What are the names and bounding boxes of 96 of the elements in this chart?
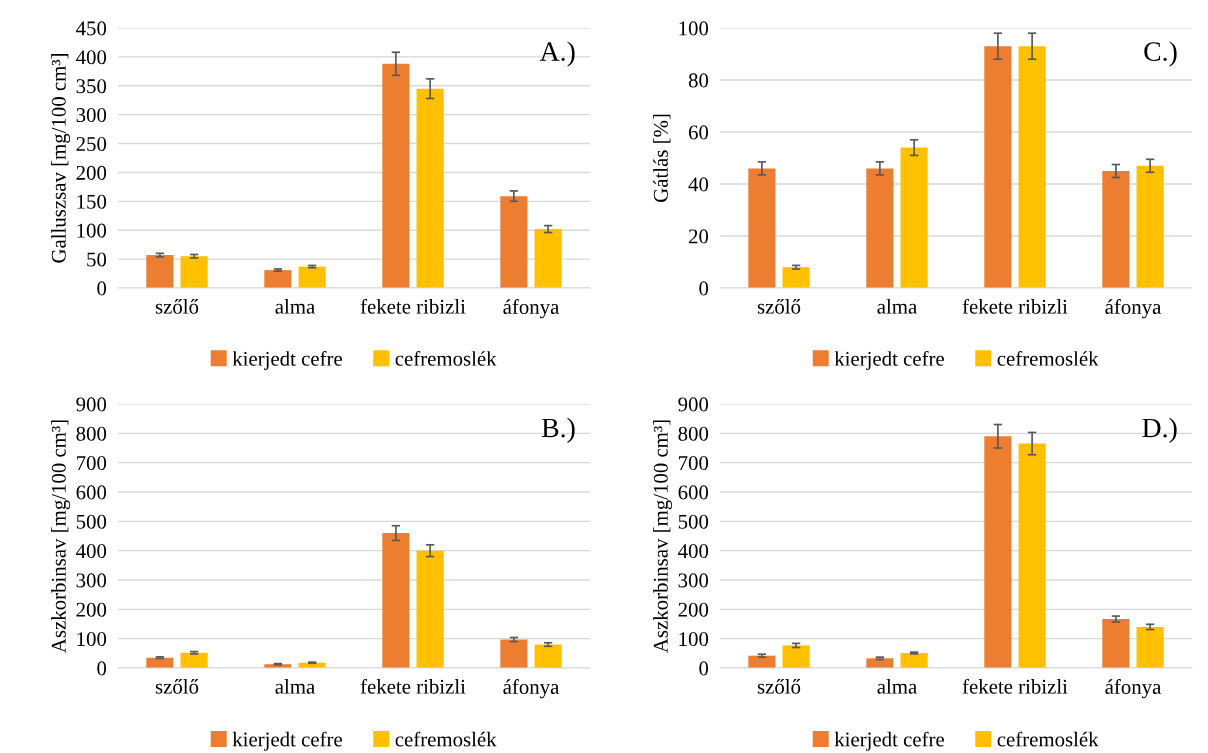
x-tick-label: fekete ribizli	[962, 298, 1068, 314]
x-tick-label: áfonya	[1105, 679, 1162, 699]
bar	[416, 88, 444, 288]
legend-label: kierjedt cefre	[232, 350, 342, 371]
y-tick-label: 150	[77, 194, 107, 209]
y-tick-label: 500	[678, 514, 709, 529]
y-tick-label: 100	[679, 632, 709, 647]
y-tick-label: 800	[76, 426, 107, 441]
bar	[500, 639, 528, 668]
y-tick-label: 400	[678, 544, 709, 559]
y-tick-label: 250	[76, 136, 107, 151]
legend-label: kierjedt cefre	[834, 731, 944, 751]
y-axis-title: Aszkorbinsav [mg/100 cm³]	[51, 420, 71, 653]
y-tick-label: 700	[77, 456, 107, 471]
bar	[1018, 443, 1046, 668]
y-tick-label: 60	[688, 125, 709, 140]
x-tick-label: áfonya	[503, 299, 560, 319]
x-tick-label: alma	[275, 299, 315, 314]
y-axis-title: Aszkorbinsav [mg/100 cm³]	[653, 420, 673, 653]
y-tick-label: 80	[688, 73, 709, 88]
legend-label: kierjedt cefre	[232, 731, 342, 751]
x-tick-label: fekete ribizli	[360, 298, 466, 314]
y-tick-label: 400	[76, 544, 107, 559]
annotation: C.)	[1144, 41, 1177, 67]
bar	[1102, 619, 1130, 668]
y-axis-title: Galluszsav [mg/100 cm³]	[51, 54, 71, 263]
legend-label: cefremoslék	[997, 350, 1099, 366]
y-tick-label: 450	[76, 21, 107, 36]
bar	[416, 550, 444, 668]
bar	[1136, 165, 1164, 288]
y-tick-label: 50	[87, 252, 107, 267]
y-tick-label: 100	[679, 21, 709, 36]
x-tick-label: szőlő	[155, 299, 199, 314]
y-tick-label: 800	[678, 426, 709, 441]
x-tick-label: alma	[275, 679, 315, 694]
bar	[866, 658, 894, 668]
y-tick-label: 40	[688, 177, 709, 192]
y-tick-label: 0	[97, 281, 107, 296]
y-tick-label: 200	[76, 165, 107, 180]
y-tick-label: 100	[77, 223, 107, 238]
bar	[180, 256, 208, 288]
x-tick-label: áfonya	[1105, 299, 1162, 319]
y-tick-label: 400	[76, 50, 107, 65]
y-tick-label: 350	[76, 79, 107, 94]
bar	[534, 644, 562, 668]
y-tick-label: 0	[97, 661, 107, 676]
bar	[1102, 171, 1130, 288]
x-tick-label: szőlő	[155, 679, 199, 694]
annotation: B.)	[541, 417, 575, 443]
x-tick-label: alma	[877, 299, 917, 314]
y-tick-label: 20	[688, 229, 709, 244]
y-tick-label: 100	[77, 632, 107, 647]
x-tick-label: fekete ribizli	[360, 678, 466, 694]
bar	[984, 436, 1012, 668]
bar	[1018, 46, 1046, 288]
bar	[782, 645, 810, 668]
bar	[748, 168, 776, 288]
x-tick-label: alma	[877, 679, 917, 694]
x-tick-label: fekete ribizli	[962, 678, 1068, 694]
y-tick-label: 200	[76, 602, 107, 617]
bar	[1136, 626, 1164, 668]
y-tick-label: 600	[76, 485, 107, 500]
annotation: A.)	[539, 41, 575, 67]
y-tick-label: 200	[678, 602, 709, 617]
y-tick-label: 300	[76, 108, 107, 123]
bar	[900, 147, 928, 288]
bar	[298, 266, 326, 288]
y-tick-label: 900	[678, 397, 709, 412]
legend-label: cefremoslék	[395, 731, 497, 747]
y-tick-label: 900	[76, 397, 107, 412]
y-tick-label: 300	[76, 573, 107, 588]
x-tick-label: áfonya	[503, 679, 560, 699]
bar	[382, 533, 410, 668]
y-tick-label: 0	[699, 661, 709, 676]
y-tick-label: 700	[679, 456, 709, 471]
y-tick-label: 0	[699, 281, 709, 296]
y-tick-label: 500	[76, 514, 107, 529]
x-tick-label: szőlő	[757, 679, 801, 694]
bar	[984, 46, 1012, 288]
bar	[900, 653, 928, 668]
bar	[866, 168, 894, 288]
legend-label: cefremoslék	[997, 731, 1099, 747]
bar	[382, 63, 410, 288]
bar	[782, 267, 810, 288]
legend-label: cefremoslék	[395, 350, 497, 366]
x-tick-label: szőlő	[757, 299, 801, 314]
bar	[264, 270, 292, 288]
bar	[146, 255, 174, 288]
annotation: D.)	[1142, 417, 1177, 443]
bar	[180, 652, 208, 668]
bar	[534, 229, 562, 288]
legend-label: kierjedt cefre	[834, 350, 944, 371]
y-tick-label: 600	[678, 485, 709, 500]
y-axis-title: Gátlás [%]	[653, 114, 671, 202]
bar	[500, 196, 528, 288]
y-tick-label: 300	[678, 573, 709, 588]
